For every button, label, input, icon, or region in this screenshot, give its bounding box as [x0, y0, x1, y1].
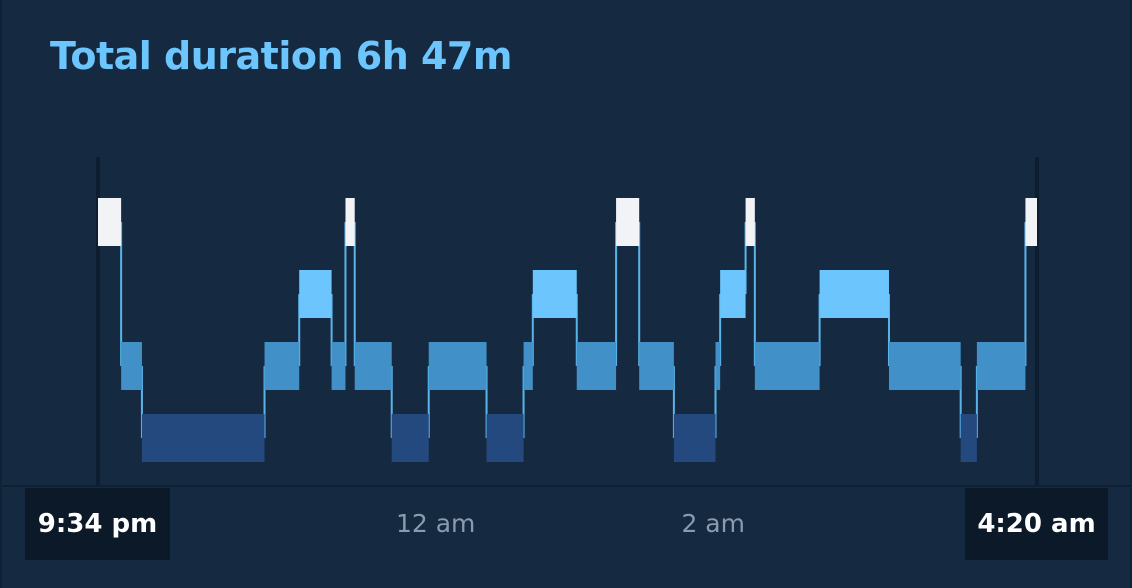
segment-rem: [299, 270, 332, 318]
segment-light: [331, 342, 346, 390]
segment-deep: [486, 414, 524, 462]
segment-awake: [98, 198, 122, 246]
segment-light: [354, 342, 392, 390]
x-tick-label: 2 am: [681, 509, 745, 538]
segment-awake: [745, 198, 755, 246]
sleep-segments: [98, 198, 1037, 462]
segment-rem: [720, 270, 746, 318]
segment-light: [754, 342, 820, 390]
x-tick-label: 12 am: [396, 509, 475, 538]
chart-title: Total duration 6h 47m: [50, 34, 512, 78]
segment-deep: [960, 414, 977, 462]
segment-rem: [532, 270, 577, 318]
segment-awake: [616, 198, 640, 246]
left-edge: [0, 0, 2, 588]
segment-light: [715, 342, 721, 390]
segment-light: [523, 342, 533, 390]
segment-light: [264, 342, 300, 390]
segment-deep: [141, 414, 265, 462]
x-axis-ticks: m12 am2 am4: [146, 509, 999, 538]
segment-awake: [345, 198, 355, 246]
end-time-badge: 4:20 am: [965, 488, 1108, 560]
segment-awake: [1025, 198, 1037, 246]
segment-light: [121, 342, 142, 390]
segment-deep: [391, 414, 429, 462]
segment-light: [976, 342, 1026, 390]
segment-light: [428, 342, 487, 390]
segment-light: [888, 342, 961, 390]
start-time-badge: 9:34 pm: [25, 488, 170, 560]
segment-light: [639, 342, 674, 390]
segment-deep: [673, 414, 716, 462]
right-edge: [1130, 0, 1132, 588]
segment-rem: [819, 270, 889, 318]
segment-light: [576, 342, 617, 390]
